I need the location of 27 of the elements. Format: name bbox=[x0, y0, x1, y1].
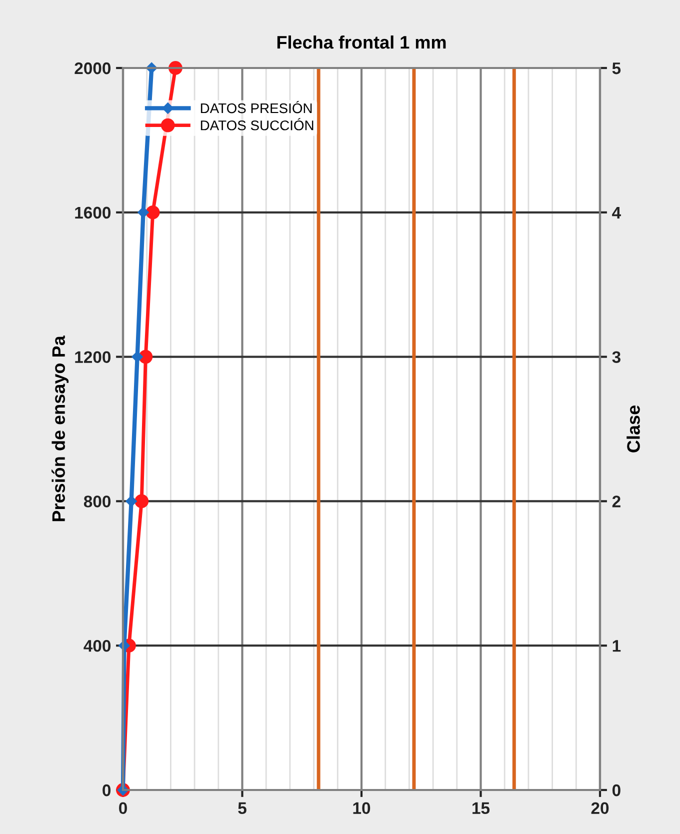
y2-tick-label: 5 bbox=[612, 62, 621, 74]
x-tick-label: 5 bbox=[238, 802, 246, 814]
point bbox=[132, 351, 143, 362]
y2-tick-label: 2 bbox=[612, 496, 620, 508]
chart-title: Flecha frontal 1 mm bbox=[277, 35, 446, 49]
y-tick-label: 400 bbox=[84, 640, 111, 652]
y-axis-title: Presión de ensayo Pa bbox=[52, 336, 69, 522]
legend-label: DATOS SUCCIÓN bbox=[200, 118, 314, 130]
x-tick-label: 15 bbox=[472, 802, 490, 814]
y-tick-label: 1200 bbox=[75, 351, 111, 364]
point bbox=[138, 350, 153, 364]
y-tick-label: 0 bbox=[102, 784, 111, 796]
y2-axis-title: Clase bbox=[626, 406, 640, 452]
y2-tick-label: 1 bbox=[612, 640, 621, 652]
y2-tick-label: 3 bbox=[612, 351, 620, 364]
x-tick-label: 10 bbox=[353, 802, 370, 814]
point bbox=[134, 494, 149, 508]
y-tick-label: 2000 bbox=[74, 62, 111, 74]
legend-label: DATOS PRESIÓN bbox=[200, 101, 312, 114]
x-tick-label: 20 bbox=[591, 802, 609, 814]
point bbox=[146, 205, 160, 220]
y2-tick-label: 4 bbox=[612, 206, 621, 218]
x-tick-label: 0 bbox=[119, 802, 127, 814]
y-tick-label: 1600 bbox=[75, 206, 111, 219]
y2-tick-label: 0 bbox=[612, 784, 620, 796]
point bbox=[126, 496, 137, 507]
y-tick-label: 800 bbox=[84, 496, 111, 508]
